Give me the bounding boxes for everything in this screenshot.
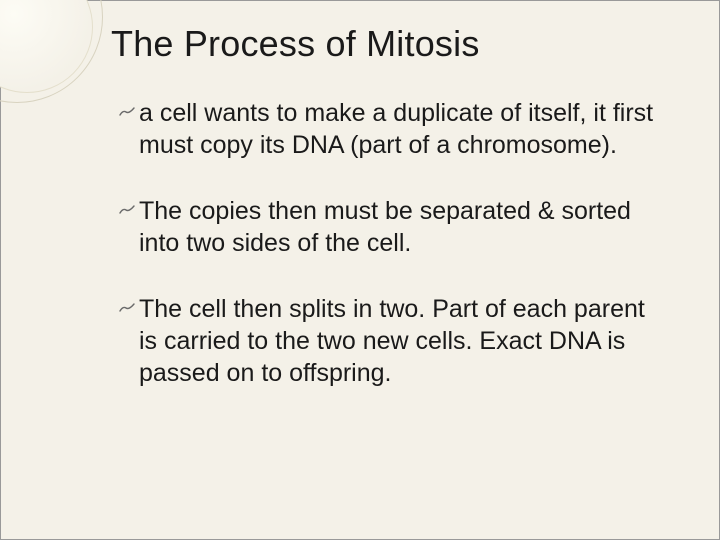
slide-body: a cell wants to make a duplicate of itse… xyxy=(119,97,659,423)
bullet-icon xyxy=(119,293,139,325)
bullet-text: a cell wants to make a duplicate of itse… xyxy=(139,99,653,159)
bullet-item: a cell wants to make a duplicate of itse… xyxy=(119,97,659,161)
slide: The Process of Mitosis a cell wants to m… xyxy=(0,0,720,540)
bullet-text: The copies then must be separated & sort… xyxy=(139,197,631,257)
bullet-text: The cell then splits in two. Part of eac… xyxy=(139,295,645,387)
bullet-item: The cell then splits in two. Part of eac… xyxy=(119,293,659,389)
slide-title: The Process of Mitosis xyxy=(111,23,679,65)
bullet-icon xyxy=(119,97,139,129)
bullet-item: The copies then must be separated & sort… xyxy=(119,195,659,259)
bullet-icon xyxy=(119,195,139,227)
